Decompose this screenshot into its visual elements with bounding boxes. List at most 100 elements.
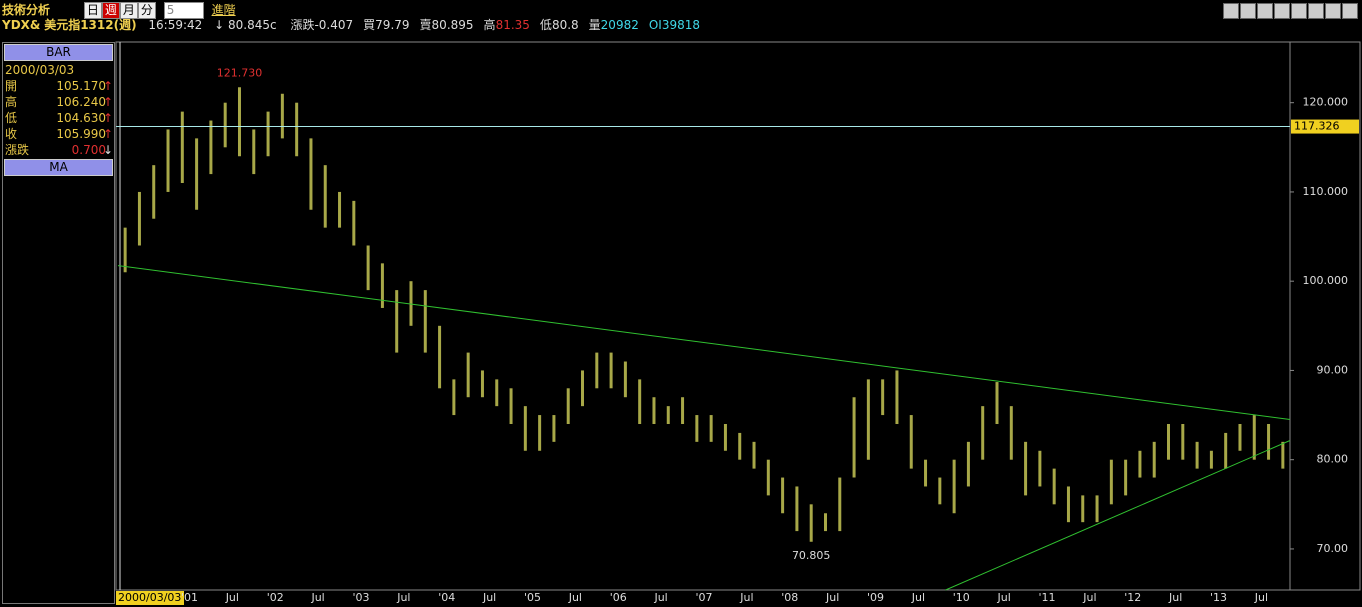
field-value: 81.35 (495, 18, 530, 32)
x-tick-label: '11 (1039, 591, 1056, 604)
x-tick-label: '06 (610, 591, 627, 604)
field-value: 79.79 (375, 18, 410, 32)
change-arrow: ↓ (214, 18, 225, 32)
x-tick-label: '08 (781, 591, 798, 604)
period-button[interactable]: 分 (137, 2, 156, 19)
panel-rows: 開 105.170 ↑ 高 106.240 ↑ 低 104.630 ↑ 收 105.990 ↑ 漲跌 0.… (3, 78, 114, 158)
contract-name: 美元指1312(週) (44, 18, 137, 32)
row-arrow: ↑ (102, 79, 113, 93)
symbol: YDX& (2, 18, 41, 32)
row-arrow: ↑ (102, 95, 113, 109)
row-label: 收 (5, 127, 18, 141)
period-button[interactable]: 週 (101, 2, 120, 19)
axis-frame (1289, 41, 1361, 591)
row-arrow: ↑ (102, 111, 113, 125)
window-button[interactable] (1274, 3, 1290, 19)
field-value: 20982 (600, 18, 639, 32)
window-button[interactable] (1223, 3, 1239, 19)
panel-row: 漲跌 0.700 ↓ (3, 142, 114, 158)
x-tick-label: '04 (438, 591, 455, 604)
start-date: 2000/03/03 (118, 591, 181, 604)
quote-fields: 漲跌-0.407 買79.79 賣80.895 高81.35 低80.8 量20982 OI… (280, 18, 700, 32)
x-tick-label: '09 (867, 591, 884, 604)
x-tick-label: Jul (310, 591, 324, 604)
period-button[interactable]: 日 (83, 2, 102, 19)
x-tick-label: Jul (225, 591, 239, 604)
window-button[interactable] (1308, 3, 1324, 19)
max-label: 121.730 (217, 66, 263, 79)
x-tick-label: Jul (568, 591, 582, 604)
min-label: 70.805 (792, 549, 831, 562)
period-buttons: 日週月分 (83, 2, 156, 19)
y-tick-label: 80.00 (1317, 453, 1349, 466)
y-tick-label: 110.000 (1303, 185, 1349, 198)
panel-row: 低 104.630 ↑ (3, 110, 114, 126)
x-tick-label: '13 (1210, 591, 1227, 604)
row-value: 106.240 (56, 95, 106, 109)
window-buttons (1222, 3, 1358, 22)
y-tick-label: 100.000 (1303, 274, 1349, 287)
field-value: -0.407 (314, 18, 354, 32)
panel-row: 收 105.990 ↑ (3, 126, 114, 142)
x-tick-label: '12 (1124, 591, 1141, 604)
price-tag (1291, 119, 1359, 134)
x-tick-label: '03 (352, 591, 369, 604)
field-label: 漲跌 (290, 18, 315, 32)
panel-footer: MA (4, 159, 113, 176)
row-arrow: ↑ (102, 127, 113, 141)
plot-frame (115, 41, 1291, 591)
quote-time: 16:59:42 (148, 18, 203, 32)
window-button[interactable] (1240, 3, 1256, 19)
x-tick-label: Jul (739, 591, 753, 604)
y-tick-label: 70.00 (1317, 542, 1349, 555)
window-button[interactable] (1342, 3, 1358, 19)
field-label: OI (648, 18, 662, 32)
x-tick-label: '10 (953, 591, 970, 604)
interval-select[interactable]: 5 (163, 2, 204, 19)
x-tick-label: '05 (524, 591, 541, 604)
last-price: 80.845c (228, 18, 277, 32)
row-label: 高 (5, 95, 18, 109)
x-tick-label: Jul (911, 591, 925, 604)
advanced-link[interactable]: 進階 (211, 3, 236, 17)
panel-row: 開 105.170 ↑ (3, 78, 114, 94)
x-tick-label: Jul (396, 591, 410, 604)
x-tick-label: '07 (695, 591, 712, 604)
period-button[interactable]: 月 (119, 2, 138, 19)
row-value: 0.700 (71, 143, 106, 157)
field-label: 高 (483, 18, 496, 32)
row-label: 低 (5, 111, 18, 125)
trend-line (117, 265, 1291, 421)
window-button[interactable] (1257, 3, 1273, 19)
app-title: 技術分析 (2, 3, 51, 17)
row-value: 104.630 (56, 111, 106, 125)
window-button[interactable] (1291, 3, 1307, 19)
x-tick-label: Jul (1082, 591, 1096, 604)
quote-bar: YDX& 美元指1312(週) 16:59:42 ↓ 80.845c 漲跌-0.… (2, 17, 700, 33)
field-label: 量 (588, 18, 601, 32)
panel-header: BAR (4, 44, 113, 61)
field-value: 80.8 (551, 18, 579, 32)
price-tag-label: 117.326 (1294, 120, 1340, 133)
y-tick-label: 120.000 (1303, 96, 1349, 109)
x-tick-label: Jul (653, 591, 667, 604)
row-label: 開 (5, 79, 18, 93)
row-label: 漲跌 (5, 143, 30, 157)
x-tick-label: Jul (825, 591, 839, 604)
x-tick-label: Jul (482, 591, 496, 604)
panel-row: 高 106.240 ↑ (3, 94, 114, 110)
x-tick-label: '02 (267, 591, 284, 604)
start-date-tag (116, 591, 184, 605)
row-arrow: ↓ (102, 143, 113, 157)
field-value: 80.895 (431, 18, 474, 32)
row-value: 105.170 (56, 79, 106, 93)
field-label: 賣 (419, 18, 432, 32)
window-button[interactable] (1325, 3, 1341, 19)
field-value: 39818 (661, 18, 701, 32)
x-tick-label: Jul (1254, 591, 1268, 604)
x-tick-label: '01 (181, 591, 198, 604)
panel-date: 2000/03/03 (5, 63, 75, 77)
row-value: 105.990 (56, 127, 106, 141)
